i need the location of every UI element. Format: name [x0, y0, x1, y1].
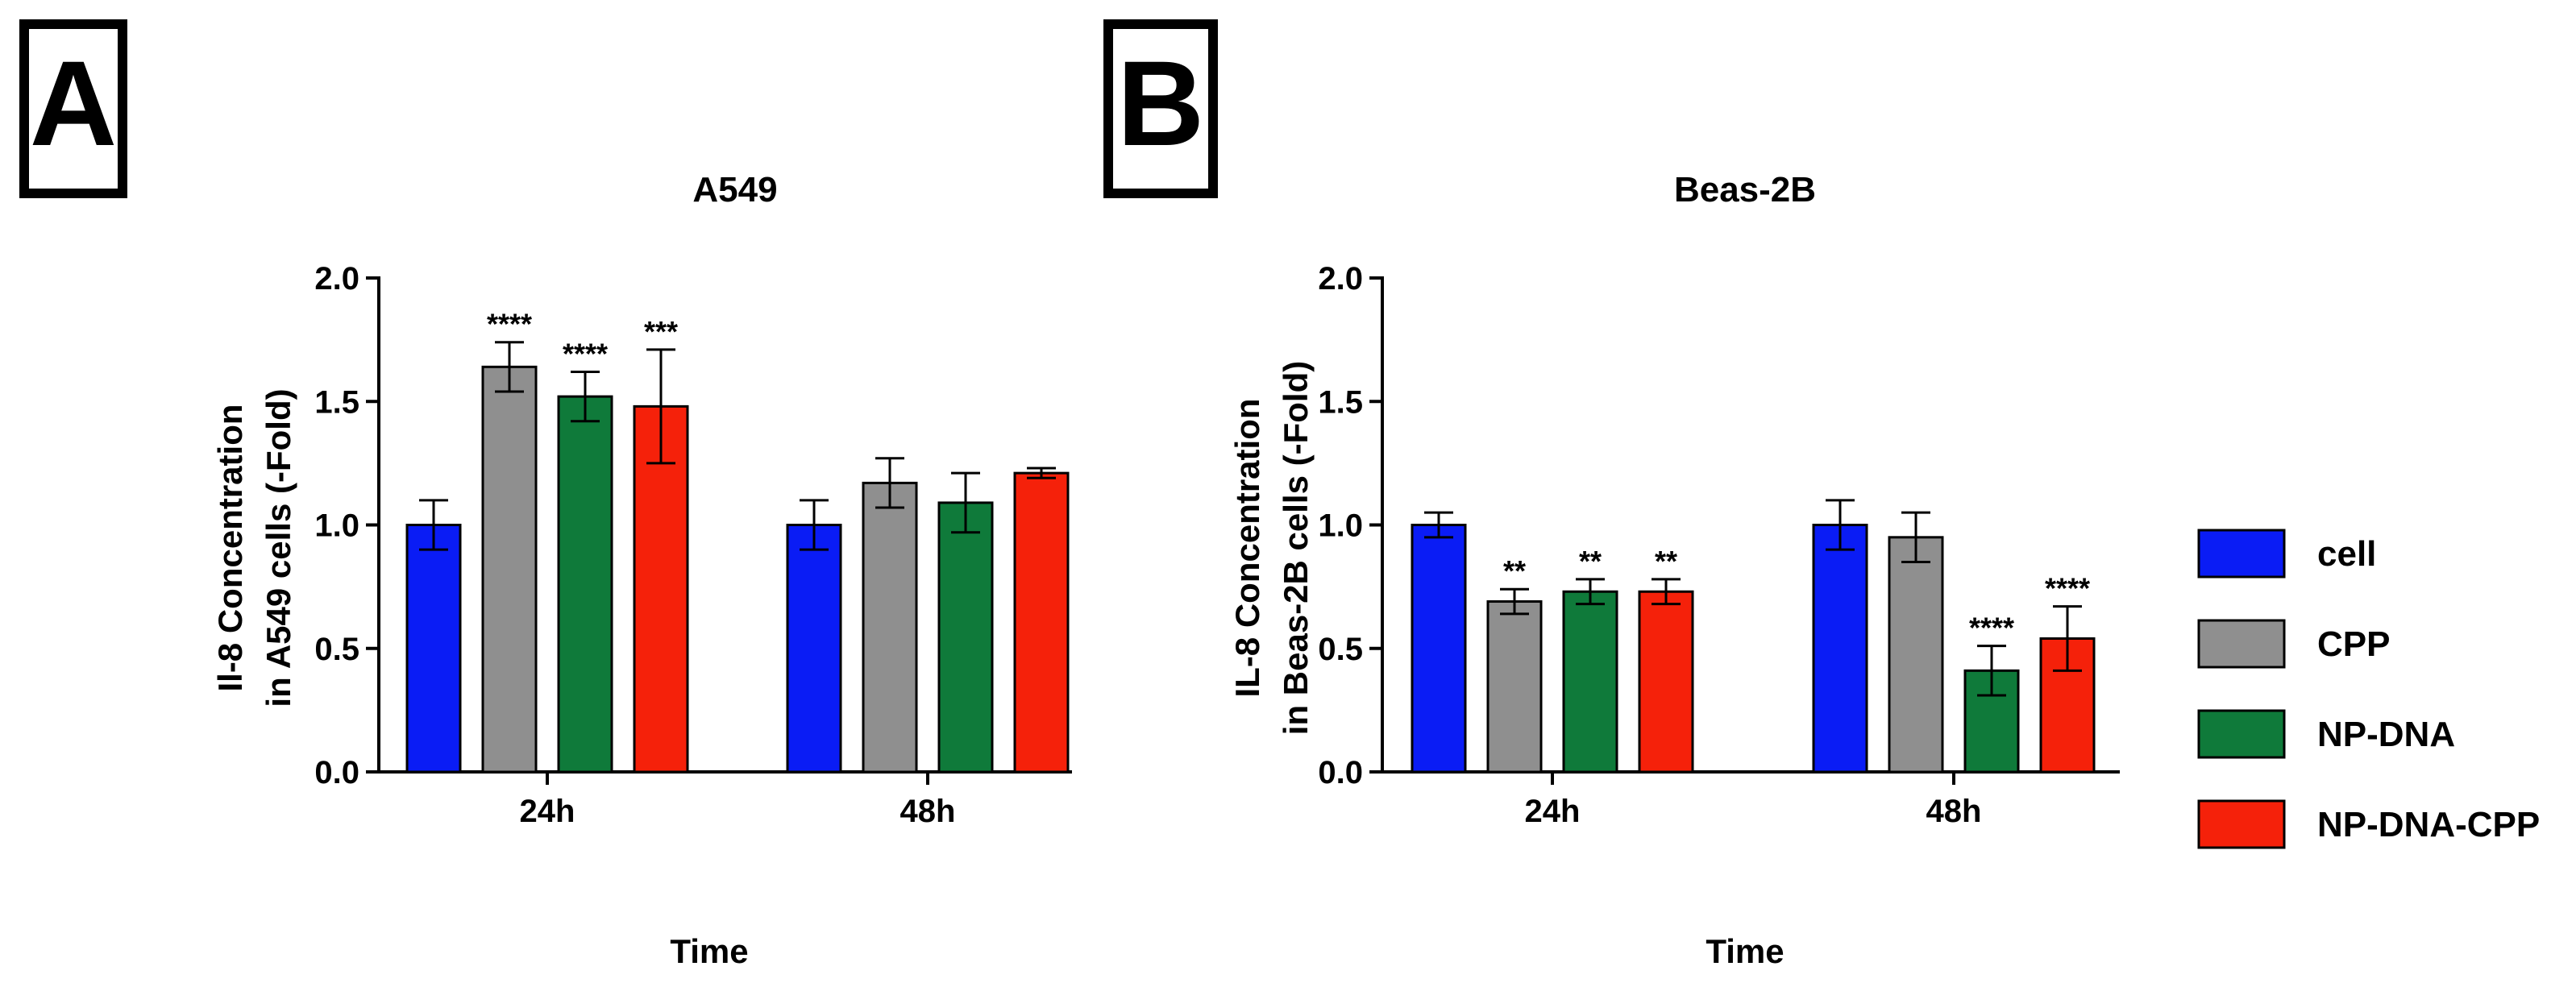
x-tick-label: 48h [900, 794, 956, 829]
bar-cell [1411, 524, 1467, 774]
y-axis-label-line2: in Beas-2B cells (-Fold) [1277, 361, 1315, 735]
legend-label: cell [2317, 534, 2376, 574]
y-tick-label: 1.5 [314, 384, 359, 420]
panel-b-label: B [1103, 19, 1218, 198]
panel-b-letter: B [1117, 35, 1204, 171]
y-tick-label: 1.0 [314, 508, 359, 544]
x-axis-label: Time [1706, 932, 1784, 970]
significance-label: ** [1579, 545, 1602, 578]
y-tick-label: 2.0 [314, 261, 359, 297]
significance-label: **** [1969, 612, 2014, 645]
bar-cpp [862, 481, 918, 774]
bar-cpp [1486, 600, 1543, 774]
panel-a-label: A [19, 19, 127, 198]
plot-area: 0.00.51.01.52.0***********24h 48h [314, 261, 1072, 829]
y-axis-label-line2: in A549 cells (-Fold) [260, 388, 297, 707]
bar-np-dna-cpp [633, 404, 689, 774]
y-axis-label-line1: IL-8 Concentration [1228, 398, 1266, 697]
significance-label: ** [1503, 554, 1526, 587]
legend-swatch-cell [2197, 529, 2286, 579]
y-axis-label-line1: Il-8 Concentration [211, 404, 249, 691]
significance-label: **** [487, 308, 532, 341]
bar-cell [1812, 524, 1868, 774]
y-tick-label: 2.0 [1318, 261, 1363, 297]
legend-label: NP-DNA-CPP [2317, 805, 2540, 844]
x-tick-label: 24h [520, 794, 575, 829]
legend-swatch-cpp [2197, 619, 2286, 669]
significance-label: ** [1655, 545, 1677, 578]
legend-swatch-np-dna [2197, 709, 2286, 759]
chart-beas-2b: Beas-2B IL-8 Concentration in Beas-2B ce… [1228, 170, 2120, 970]
legend: cell CPP NP-DNA NP-DNA-CPP [2197, 529, 2540, 849]
significance-label: **** [2045, 572, 2090, 605]
significance-label: **** [563, 337, 608, 370]
panel-a-frame [19, 19, 127, 198]
bar-np-dna [557, 395, 613, 774]
bar-cell [786, 524, 842, 774]
bar-np-dna-cpp [1013, 471, 1070, 774]
legend-label: NP-DNA [2317, 715, 2455, 754]
legend-swatch-np-dna-cpp [2197, 799, 2286, 849]
bar-np-dna [937, 501, 994, 774]
significance-label: *** [644, 315, 678, 348]
y-tick-label: 1.0 [1318, 508, 1363, 544]
y-tick-label: 0.5 [1318, 632, 1363, 667]
panel-b-frame [1103, 19, 1218, 198]
y-tick-label: 0.0 [1318, 755, 1363, 790]
bar-cell [405, 524, 462, 774]
bar-np-dna [1562, 590, 1618, 774]
plot-area: 0.00.51.01.52.0** ** **24h********48h [1318, 261, 2120, 829]
bar-np-dna-cpp [1638, 590, 1694, 774]
panel-a-letter: A [30, 35, 117, 171]
chart-title: A549 [692, 170, 777, 209]
y-tick-label: 0.5 [314, 632, 359, 667]
x-tick-label: 48h [1926, 794, 1982, 829]
bar-cpp [1888, 536, 1944, 774]
y-tick-label: 0.0 [314, 755, 359, 790]
y-tick-label: 1.5 [1318, 384, 1363, 420]
bar-cpp [481, 365, 538, 774]
x-tick-label: 24h [1525, 794, 1581, 829]
x-axis-label: Time [670, 932, 748, 970]
chart-a549: A549 Il-8 Concentration in A549 cells (-… [211, 170, 1072, 970]
legend-label: CPP [2317, 624, 2390, 664]
chart-title: Beas-2B [1674, 170, 1816, 209]
